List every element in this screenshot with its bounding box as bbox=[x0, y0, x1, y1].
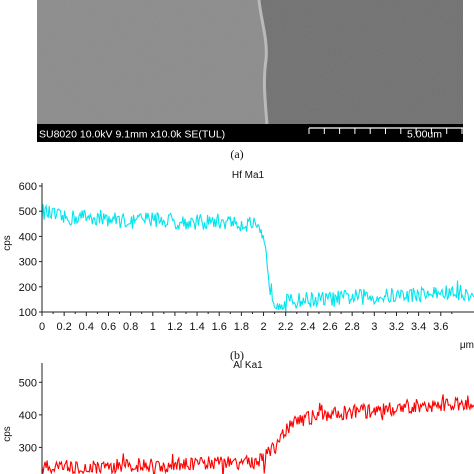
chart-title: Al Ka1 bbox=[233, 360, 263, 371]
y-tick-label: 200 bbox=[19, 282, 37, 294]
x-tick-label: 2.4 bbox=[300, 321, 315, 333]
y-tick-label: 100 bbox=[19, 307, 37, 319]
x-tick-label: 0.4 bbox=[79, 321, 94, 333]
y-tick-label: 500 bbox=[19, 206, 37, 218]
y-tick-label: 400 bbox=[19, 231, 37, 243]
x-tick-label: 1.6 bbox=[212, 321, 227, 333]
x-tick-label: 3.2 bbox=[389, 321, 404, 333]
x-tick-label: 1.4 bbox=[189, 321, 204, 333]
al-line-chart: 300 400 500 Al Ka1 cps bbox=[2, 360, 474, 474]
x-axis-label: μm bbox=[460, 340, 474, 351]
y-axis-label: cps bbox=[2, 426, 13, 442]
x-tick-label: 2.8 bbox=[345, 321, 360, 333]
y-tick-label: 400 bbox=[19, 410, 37, 422]
x-tick-label: 0.2 bbox=[57, 321, 72, 333]
y-tick-label: 500 bbox=[19, 377, 37, 389]
y-tick-label: 600 bbox=[19, 181, 37, 193]
x-tick-label: 1.2 bbox=[167, 321, 182, 333]
x-tick-label: 0.6 bbox=[101, 321, 116, 333]
x-tick-label: 1 bbox=[150, 321, 156, 333]
sem-info-text: SU8020 10.0kV 9.1mm x10.0k SE(TUL) bbox=[39, 129, 225, 141]
y-tick-label: 300 bbox=[19, 442, 37, 454]
series-line bbox=[41, 394, 474, 474]
x-tick-label: 2 bbox=[260, 321, 266, 333]
x-tick-label: 3.4 bbox=[411, 321, 426, 333]
x-tick-label: 1.8 bbox=[234, 321, 249, 333]
chart-title: Hf Ma1 bbox=[232, 170, 265, 181]
y-axis-label: cps bbox=[2, 235, 13, 251]
sem-micrograph: SU8020 10.0kV 9.1mm x10.0k SE(TUL) 5.00u… bbox=[37, 0, 463, 142]
x-tick-label: 2.2 bbox=[278, 321, 293, 333]
y-tick-label: 300 bbox=[19, 257, 37, 269]
x-tick-label: 3 bbox=[371, 321, 377, 333]
figure-label-b: (b) bbox=[230, 348, 244, 362]
series-line bbox=[41, 203, 474, 312]
x-tick-label: 3.6 bbox=[433, 321, 448, 333]
x-tick-label: 0.8 bbox=[123, 321, 138, 333]
hf-line-chart: 100 200 300 400 500 600 0 0.2 0.4 0.6 0.8 1 1.2 1.4 1.… bbox=[2, 170, 474, 351]
sem-scale-bar bbox=[308, 127, 463, 134]
x-tick-label: 0 bbox=[39, 321, 45, 333]
figure-label-a: (a) bbox=[230, 147, 244, 161]
sem-scale-text: 5.00um bbox=[407, 129, 442, 141]
x-tick-label: 2.6 bbox=[322, 321, 337, 333]
